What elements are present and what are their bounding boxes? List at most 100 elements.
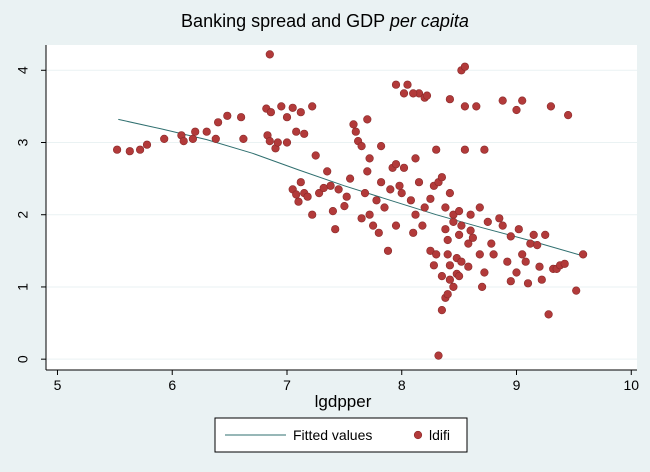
ldifi-point-44 xyxy=(334,185,343,194)
ldifi-point-130 xyxy=(483,217,492,226)
ldifi-point-91 xyxy=(434,351,443,360)
ldifi-point-14 xyxy=(239,134,248,143)
ldifi-point-113 xyxy=(457,221,466,230)
ldifi-point-22 xyxy=(282,113,292,122)
ldifi-point-65 xyxy=(386,185,395,194)
chart-title: Banking spread and GDP per capita xyxy=(181,11,469,31)
ldifi-point-30 xyxy=(282,138,292,147)
ldifi-point-26 xyxy=(300,129,309,138)
ldifi-point-94 xyxy=(437,272,447,281)
ldifi-point-2 xyxy=(136,145,145,154)
ldifi-point-45 xyxy=(340,202,349,211)
ldifi-point-88 xyxy=(429,261,439,270)
ldifi-point-32 xyxy=(292,190,301,199)
ldifi-point-116 xyxy=(460,62,470,71)
ldifi-point-78 xyxy=(411,154,420,163)
ldifi-point-85 xyxy=(426,194,435,203)
ldifi-point-77 xyxy=(411,210,420,219)
ldifi-point-162 xyxy=(409,89,418,98)
ldifi-point-142 xyxy=(518,250,527,259)
ldifi-point-64 xyxy=(383,246,393,255)
y-tick-label-4: 4 xyxy=(15,66,31,74)
ldifi-point-159 xyxy=(578,250,588,259)
legend-ldifi-label: ldifi xyxy=(429,427,450,443)
ldifi-point-111 xyxy=(455,272,464,281)
ldifi-point-119 xyxy=(464,239,473,248)
x-tick-label-3: 8 xyxy=(398,377,406,393)
ldifi-point-4 xyxy=(160,134,169,143)
ldifi-point-135 xyxy=(498,221,507,230)
x-tick-label-0: 5 xyxy=(54,377,62,393)
x-tick-label-2: 7 xyxy=(283,377,291,393)
ldifi-point-47 xyxy=(346,174,355,183)
ldifi-point-17 xyxy=(265,137,274,146)
ldifi-point-129 xyxy=(480,268,489,277)
ldifi-point-59 xyxy=(372,196,381,205)
ldifi-point-133 xyxy=(495,214,504,223)
ldifi-point-138 xyxy=(506,277,515,286)
ldifi-points xyxy=(112,50,588,360)
ldifi-point-70 xyxy=(395,181,404,190)
ldifi-point-89 xyxy=(432,250,441,259)
ldifi-point-36 xyxy=(303,192,312,201)
ldifi-point-146 xyxy=(529,230,538,239)
ldifi-point-28 xyxy=(311,151,320,160)
y-tick-label-2: 2 xyxy=(15,211,31,219)
x-axis-title: lgdpper xyxy=(315,392,372,411)
ldifi-point-110 xyxy=(455,230,464,239)
ldifi-point-80 xyxy=(414,178,424,187)
ldifi-point-161 xyxy=(445,95,455,104)
ldifi-point-61 xyxy=(377,178,386,187)
ldifi-point-48 xyxy=(349,120,358,129)
ldifi-point-158 xyxy=(572,286,581,295)
ldifi-point-122 xyxy=(466,210,475,219)
ldifi-point-23 xyxy=(288,103,297,112)
ldifi-point-137 xyxy=(506,232,515,241)
ldifi-point-73 xyxy=(399,89,409,98)
ldifi-point-126 xyxy=(475,250,484,259)
chart-title-italic: per capita xyxy=(389,11,469,31)
ldifi-point-124 xyxy=(472,102,481,111)
ldifi-point-149 xyxy=(537,275,546,284)
ldifi-point-90 xyxy=(432,145,441,154)
ldifi-point-81 xyxy=(418,221,427,230)
ldifi-point-112 xyxy=(455,207,464,216)
ldifi-point-160 xyxy=(512,105,521,115)
ldifi-point-8 xyxy=(191,127,200,136)
ldifi-point-29 xyxy=(265,50,274,59)
ldifi-point-106 xyxy=(449,217,458,226)
ldifi-point-131 xyxy=(487,239,496,248)
ldifi-point-34 xyxy=(296,178,305,187)
ldifi-point-99 xyxy=(443,235,452,245)
ldifi-point-150 xyxy=(541,230,550,239)
y-tick-label-3: 3 xyxy=(15,138,31,146)
ldifi-point-152 xyxy=(546,102,556,111)
y-ticks: 0 1 2 3 4 xyxy=(15,66,46,363)
legend-fitted-label: Fitted values xyxy=(293,427,372,443)
ldifi-point-121 xyxy=(466,226,475,235)
ldifi-point-53 xyxy=(360,189,370,198)
ldifi-point-11 xyxy=(214,118,223,127)
ldifi-point-114 xyxy=(457,257,466,266)
ldifi-point-49 xyxy=(351,127,360,136)
ldifi-point-9 xyxy=(202,127,211,136)
ldifi-point-127 xyxy=(478,282,487,292)
ldifi-point-120 xyxy=(464,262,473,271)
ldifi-point-145 xyxy=(526,239,535,248)
ldifi-point-37 xyxy=(308,210,317,219)
ldifi-point-95 xyxy=(437,306,447,315)
ldifi-point-43 xyxy=(331,225,340,234)
ldifi-point-24 xyxy=(292,127,301,136)
ldifi-point-143 xyxy=(521,257,530,266)
ldifi-point-51 xyxy=(357,142,366,151)
ldifi-point-141 xyxy=(518,96,527,105)
ldifi-point-101 xyxy=(443,290,452,299)
ldifi-point-52 xyxy=(357,214,366,223)
ldifi-point-107 xyxy=(449,282,458,292)
ldifi-point-118 xyxy=(460,102,470,111)
ldifi-point-10 xyxy=(211,134,220,143)
ldifi-point-97 xyxy=(441,225,450,234)
x-tick-label-5: 10 xyxy=(623,377,639,393)
ldifi-point-86 xyxy=(426,246,435,255)
